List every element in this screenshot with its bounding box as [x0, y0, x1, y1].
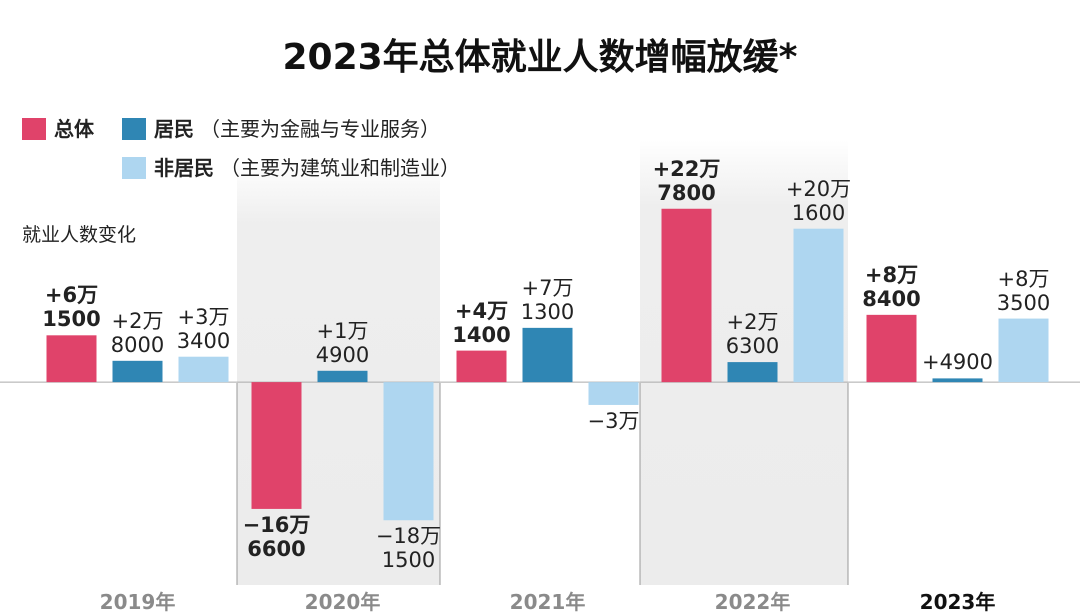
value-label: +4900: [921, 350, 994, 375]
bar: [793, 228, 844, 383]
x-tick-label: 2021年: [509, 590, 586, 614]
x-tick-label: 2023年: [919, 590, 996, 614]
value-label: −3万: [587, 408, 640, 433]
bar: [456, 350, 507, 383]
value-label: +2万 6300: [725, 310, 780, 359]
bar: [727, 362, 778, 383]
x-tick-label: 2020年: [304, 590, 381, 614]
value-label: +2万 8000: [110, 308, 165, 357]
value-label: +3万 3400: [176, 304, 231, 353]
bar: [46, 335, 97, 383]
legend-note: （主要为建筑业和制造业）: [220, 156, 460, 180]
bar: [932, 378, 983, 383]
bar: [866, 314, 917, 383]
value-label: +8万 8400: [862, 262, 921, 311]
legend-swatch: [122, 118, 146, 140]
legend-swatch: [22, 118, 46, 140]
bar: [383, 382, 434, 521]
legend-note: （主要为金融与专业服务）: [200, 117, 440, 141]
bar: [178, 356, 229, 383]
legend-swatch: [122, 157, 146, 179]
bar: [522, 327, 573, 383]
legend-label: 非居民: [154, 156, 214, 180]
legend-label: 总体: [54, 117, 94, 141]
bar: [251, 382, 302, 509]
y-axis-label: 就业人数变化: [22, 224, 137, 246]
value-label: +6万 1500: [42, 283, 101, 332]
chart-title: 2023年总体就业人数增幅放缓*: [282, 37, 798, 78]
legend-label: 居民: [154, 117, 194, 141]
bar: [661, 208, 712, 383]
x-tick-label: 2022年: [714, 590, 791, 614]
value-label: −18万 1500: [375, 524, 442, 573]
value-label: +20万 1600: [785, 176, 852, 225]
value-label: +7万 1300: [520, 275, 575, 324]
bar: [112, 360, 163, 383]
value-label: −16万 6600: [242, 512, 311, 561]
value-label: +8万 3500: [996, 266, 1051, 315]
bar: [588, 382, 639, 405]
x-tick-label: 2019年: [99, 590, 176, 614]
value-label: +1万 4900: [315, 318, 370, 367]
value-label: +22万 7800: [652, 156, 721, 205]
bar: [317, 370, 368, 383]
value-label: +4万 1400: [452, 298, 511, 347]
bar: [998, 318, 1049, 383]
